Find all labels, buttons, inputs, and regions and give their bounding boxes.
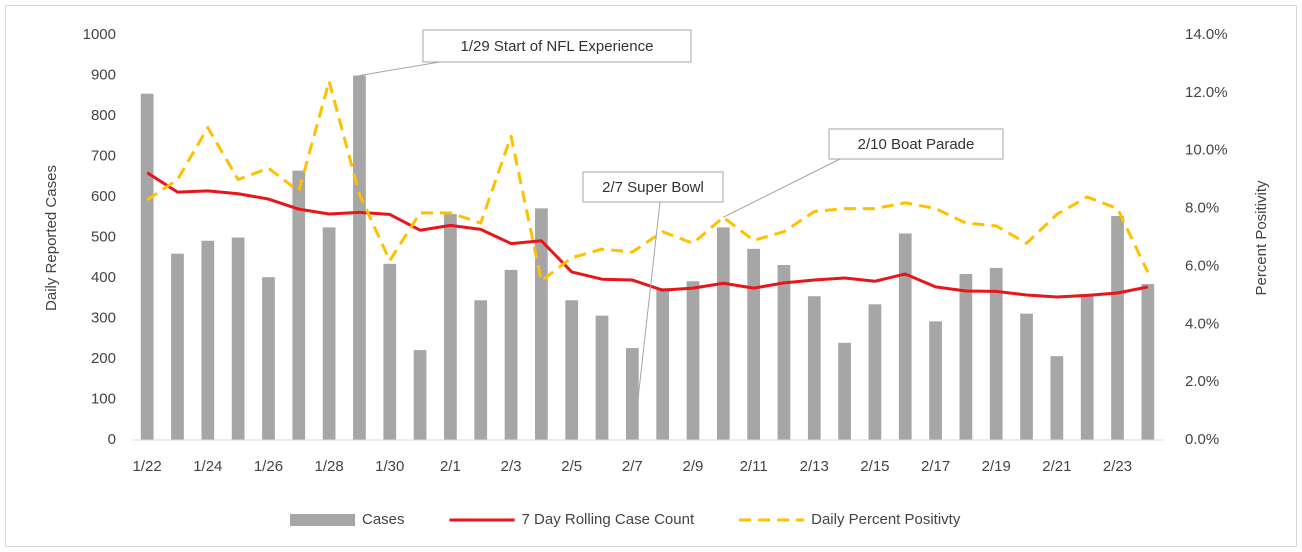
y2-tick-label: 12.0% (1185, 84, 1228, 101)
bar (838, 342, 851, 440)
x-tick-label: 2/11 (740, 458, 768, 475)
bar (777, 265, 791, 440)
bar (534, 208, 548, 440)
y-tick-label: 500 (91, 228, 116, 245)
bar (1080, 294, 1094, 440)
annotation: 2/10 Boat Parade (858, 136, 975, 153)
bar (262, 277, 275, 440)
x-tick-label: 2/17 (921, 458, 950, 475)
bar (474, 300, 488, 440)
y2-tick-label: 14.0% (1185, 26, 1228, 43)
y2-axis-label: Percent Positivity (1253, 180, 1270, 296)
bar (898, 233, 912, 440)
y2-tick-label: 4.0% (1185, 315, 1219, 332)
bar (989, 267, 1003, 440)
bar (807, 296, 821, 440)
x-tick-label: 2/3 (501, 458, 522, 475)
bar (929, 321, 942, 440)
y-tick-label: 400 (91, 269, 116, 286)
legend-label: Cases (362, 511, 405, 528)
bar (201, 240, 215, 440)
chart-border (5, 5, 1297, 547)
x-tick-label: 1/28 (315, 458, 344, 475)
bar (413, 350, 427, 440)
annotation-box (828, 128, 1004, 160)
x-tick-label: 1/24 (193, 458, 222, 475)
y2-tick-label: 8.0% (1185, 200, 1219, 217)
annotation: 1/29 Start of NFL Experience (461, 38, 654, 55)
x-tick-label: 2/5 (561, 458, 582, 475)
bar (656, 288, 670, 440)
x-tick-label: 1/26 (254, 458, 283, 475)
y-tick-label: 1000 (83, 26, 116, 43)
x-tick-label: 1/30 (375, 458, 404, 475)
y-tick-label: 100 (91, 390, 116, 407)
annotation-leader (633, 201, 661, 433)
bar (504, 269, 518, 440)
bar (868, 304, 882, 440)
x-tick-label: 2/7 (622, 458, 643, 475)
bar (444, 214, 457, 440)
y-tick-label: 900 (91, 66, 116, 83)
bar (1020, 313, 1033, 440)
rolling-line (146, 171, 1149, 299)
bar (1050, 356, 1064, 440)
x-tick-label: 2/13 (800, 458, 829, 475)
bar (1141, 284, 1155, 440)
y-tick-label: 800 (91, 107, 116, 124)
annotation-leader (723, 158, 841, 218)
bar (595, 315, 609, 440)
bar (171, 253, 184, 440)
bar (625, 348, 639, 440)
annotation-box (422, 29, 692, 63)
y-axis-label: Daily Reported Cases (43, 165, 60, 311)
bar (353, 75, 366, 440)
bar (716, 227, 730, 440)
y2-tick-label: 2.0% (1185, 373, 1219, 390)
bar (959, 273, 973, 440)
bar (747, 248, 761, 440)
x-tick-label: 2/23 (1103, 458, 1132, 475)
x-tick-label: 2/15 (860, 458, 889, 475)
x-tick-label: 1/22 (133, 458, 162, 475)
x-tick-label: 2/1 (440, 458, 461, 475)
legend-label: 7 Day Rolling Case Count (522, 511, 695, 528)
bar (292, 170, 306, 441)
bar (1111, 216, 1124, 440)
annotation-box (582, 171, 724, 203)
legend-label: Daily Percent Positivty (811, 511, 961, 528)
y-tick-label: 0 (108, 431, 116, 448)
bar (383, 263, 397, 440)
y-tick-label: 300 (91, 309, 116, 326)
x-tick-label: 2/9 (683, 458, 704, 475)
y-tick-label: 600 (91, 188, 116, 205)
y2-tick-label: 10.0% (1185, 142, 1228, 159)
y-tick-label: 200 (91, 350, 116, 367)
x-tick-label: 2/19 (982, 458, 1011, 475)
bar (140, 93, 154, 440)
bar (322, 227, 336, 440)
annotation: 2/7 Super Bowl (602, 179, 704, 196)
positivity-line (146, 79, 1150, 283)
legend-swatch (290, 514, 355, 526)
y-tick-label: 700 (91, 147, 116, 164)
annotation-leader (359, 61, 441, 76)
x-tick-label: 2/21 (1042, 458, 1071, 475)
bar (565, 300, 579, 440)
bar (231, 237, 245, 440)
y2-tick-label: 0.0% (1185, 431, 1219, 448)
bar (686, 281, 700, 440)
y2-tick-label: 6.0% (1185, 257, 1219, 274)
